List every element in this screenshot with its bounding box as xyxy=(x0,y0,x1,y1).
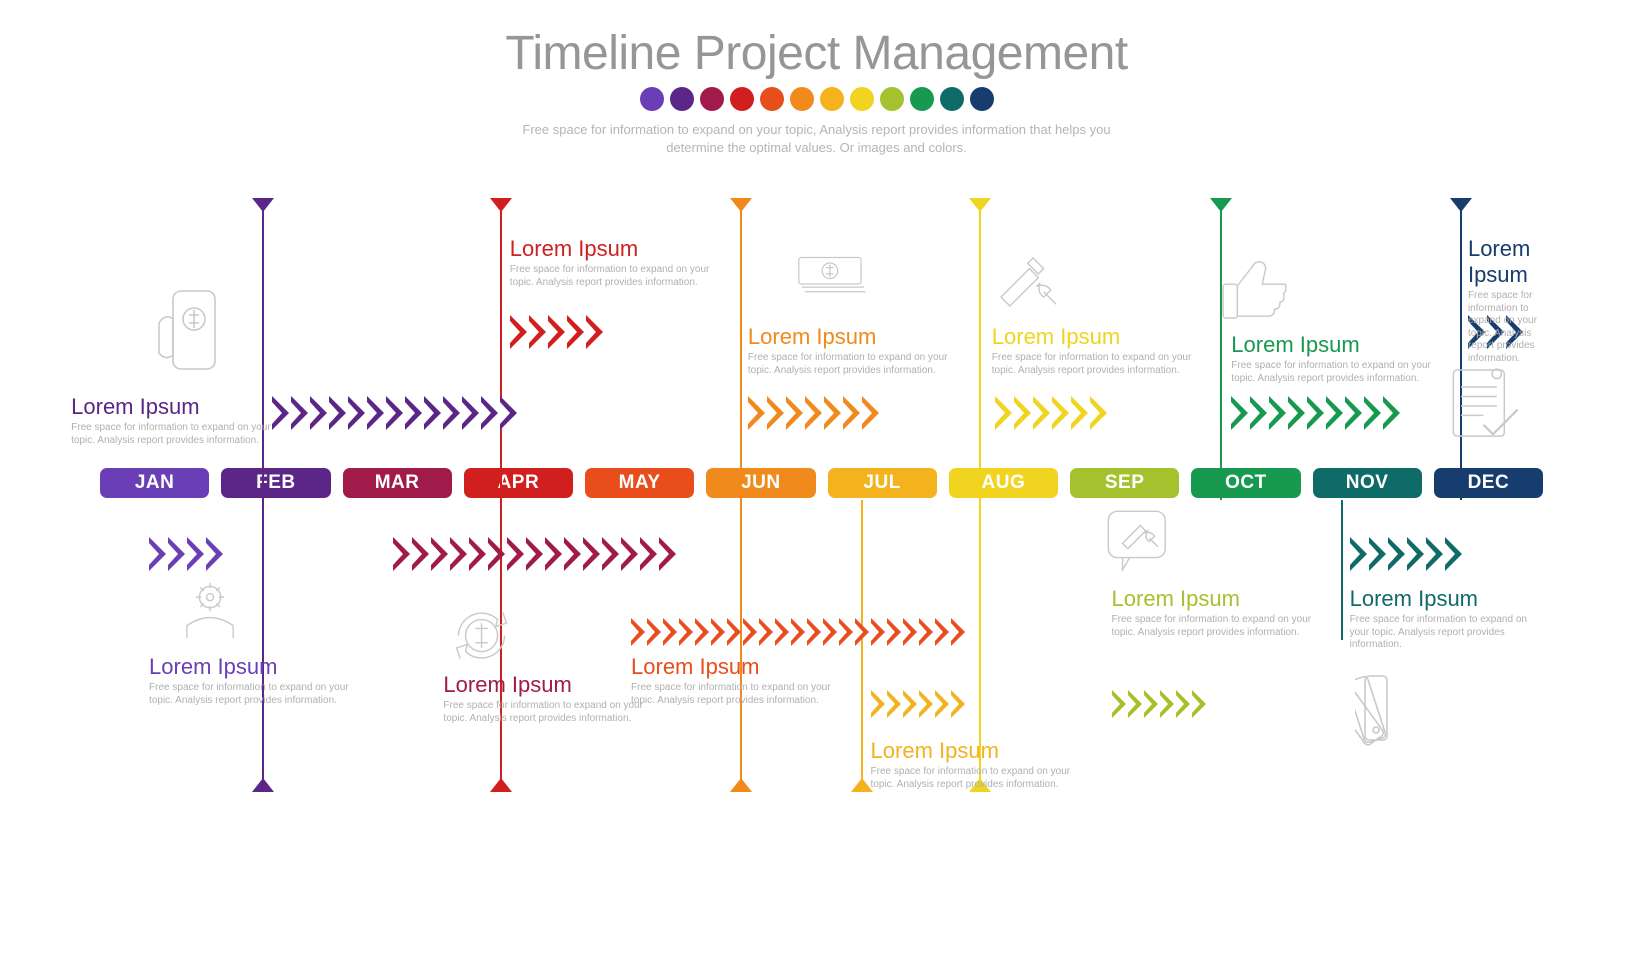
month-axis: JAN FEB MAR APR MAY JUN JUL AUG SEP OCT NOV DEC xyxy=(100,468,1543,498)
month-sep: SEP xyxy=(1070,468,1179,498)
task-title: Lorem Ipsum xyxy=(1468,236,1543,288)
task-bar xyxy=(510,315,603,349)
task-desc: Free space for information to expand on … xyxy=(1350,614,1543,652)
task-title: Lorem Ipsum xyxy=(1231,332,1441,358)
month-jan: JAN xyxy=(100,468,209,498)
task-block: Lorem IpsumFree space for information to… xyxy=(510,236,720,289)
task-block: Lorem IpsumFree space for information to… xyxy=(71,394,281,447)
task-title: Lorem Ipsum xyxy=(510,236,720,262)
task-bar xyxy=(1112,690,1206,718)
month-nov: NOV xyxy=(1313,468,1422,498)
task-bar xyxy=(631,618,965,646)
dot xyxy=(880,87,904,111)
task-title: Lorem Ipsum xyxy=(871,738,1081,764)
task-bar xyxy=(272,396,517,430)
task-block: Lorem IpsumFree space for information to… xyxy=(1231,332,1441,385)
task-block: Lorem IpsumFree space for information to… xyxy=(1468,236,1543,365)
task-bar xyxy=(1350,537,1462,571)
timeline-divider xyxy=(1460,200,1462,500)
thumbs-up-icon xyxy=(1211,254,1301,334)
task-bar xyxy=(1231,396,1400,430)
task-block: Lorem IpsumFree space for information to… xyxy=(1350,586,1543,652)
dot xyxy=(670,87,694,111)
task-desc: Free space for information to expand on … xyxy=(992,352,1202,377)
task-title: Lorem Ipsum xyxy=(748,324,958,350)
timeline: JAN FEB MAR APR MAY JUN JUL AUG SEP OCT NOV DEC Lor… xyxy=(100,200,1543,940)
tools-chat-icon xyxy=(1103,506,1183,586)
task-desc: Free space for information to expand on … xyxy=(1112,614,1322,639)
month-aug: AUG xyxy=(949,468,1058,498)
task-title: Lorem Ipsum xyxy=(1350,586,1543,612)
gear-hand-icon xyxy=(172,574,257,654)
task-desc: Free space for information to expand on … xyxy=(1468,290,1543,365)
cash-stack-icon xyxy=(771,242,881,312)
dot xyxy=(910,87,934,111)
task-bar xyxy=(149,537,223,571)
hammer-wrench-icon xyxy=(980,242,1070,322)
month-jun: JUN xyxy=(706,468,815,498)
month-may: MAY xyxy=(585,468,694,498)
month-feb: FEB xyxy=(221,468,330,498)
page-title: Timeline Project Management xyxy=(0,26,1633,81)
task-block: Lorem IpsumFree space for information to… xyxy=(871,738,1081,791)
task-title: Lorem Ipsum xyxy=(71,394,281,420)
task-bar xyxy=(995,396,1107,430)
dot xyxy=(790,87,814,111)
dot xyxy=(700,87,724,111)
month-jul: JUL xyxy=(828,468,937,498)
task-desc: Free space for information to expand on … xyxy=(631,682,841,707)
color-dots xyxy=(0,87,1633,111)
task-desc: Free space for information to expand on … xyxy=(510,264,720,289)
dot xyxy=(730,87,754,111)
dot xyxy=(940,87,964,111)
task-desc: Free space for information to expand on … xyxy=(443,700,653,725)
month-oct: OCT xyxy=(1191,468,1300,498)
task-block: Lorem IpsumFree space for information to… xyxy=(992,324,1202,377)
month-mar: MAR xyxy=(343,468,452,498)
task-block: Lorem IpsumFree space for information to… xyxy=(149,654,359,707)
document-check-icon xyxy=(1442,360,1527,450)
task-bar xyxy=(748,396,879,430)
dot xyxy=(760,87,784,111)
dot xyxy=(850,87,874,111)
task-desc: Free space for information to expand on … xyxy=(71,422,281,447)
task-desc: Free space for information to expand on … xyxy=(149,682,359,707)
color-swatch-icon xyxy=(1355,660,1445,750)
dot xyxy=(970,87,994,111)
task-block: Lorem IpsumFree space for information to… xyxy=(748,324,958,377)
phone-dollar-icon xyxy=(151,278,241,378)
task-title: Lorem Ipsum xyxy=(992,324,1202,350)
task-block: Lorem IpsumFree space for information to… xyxy=(1112,586,1322,639)
task-desc: Free space for information to expand on … xyxy=(748,352,958,377)
task-bar xyxy=(393,537,676,571)
task-title: Lorem Ipsum xyxy=(149,654,359,680)
dot xyxy=(640,87,664,111)
task-desc: Free space for information to expand on … xyxy=(871,766,1081,791)
subtitle: Free space for information to expand on … xyxy=(507,121,1127,156)
task-bar xyxy=(871,690,965,718)
month-apr: APR xyxy=(464,468,573,498)
timeline-divider xyxy=(1220,200,1222,500)
task-desc: Free space for information to expand on … xyxy=(1231,360,1441,385)
month-dec: DEC xyxy=(1434,468,1543,498)
timeline-divider xyxy=(1341,500,1343,640)
dollar-cycle-icon xyxy=(446,600,526,680)
task-block: Lorem IpsumFree space for information to… xyxy=(631,654,841,707)
task-title: Lorem Ipsum xyxy=(631,654,841,680)
task-title: Lorem Ipsum xyxy=(1112,586,1322,612)
dot xyxy=(820,87,844,111)
